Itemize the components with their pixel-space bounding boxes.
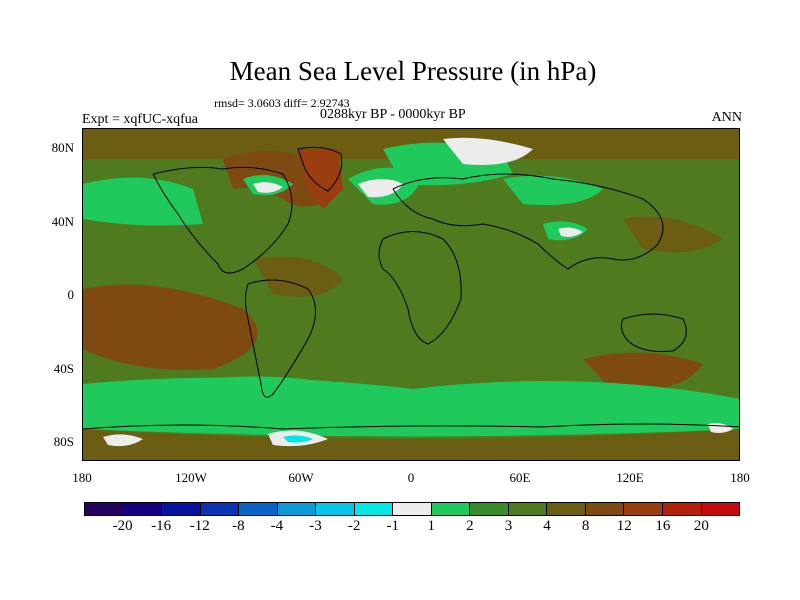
time-period: 0288kyr BP - 0000kyr BP xyxy=(320,107,466,122)
legend-label: 2 xyxy=(466,518,474,534)
legend-label: 1 xyxy=(427,518,436,534)
greenland-high xyxy=(298,149,343,209)
x-label-120e: 120E xyxy=(616,470,644,485)
pressure-map xyxy=(82,128,740,461)
y-label-40n: 40N xyxy=(51,214,74,229)
experiment-label: Expt = xqfUC-xqfua xyxy=(82,112,198,127)
x-label-120w: 120W xyxy=(175,470,207,485)
legend-swatch xyxy=(162,503,201,515)
ross-white xyxy=(103,434,143,447)
y-label-80s: 80S xyxy=(53,434,74,449)
rmsd-diff-stats: rmsd= 3.0603 diff= 2.92743 xyxy=(214,96,350,110)
africa-coast xyxy=(378,231,462,345)
chart-title: Mean Sea Level Pressure (in hPa) xyxy=(229,56,597,86)
indian-ocean-brown xyxy=(583,352,703,392)
x-label-60e: 60E xyxy=(509,470,531,485)
north-atlantic-white xyxy=(358,179,403,198)
legend-swatch xyxy=(470,503,509,515)
greenland-coast xyxy=(297,146,343,192)
legend-label: -2 xyxy=(347,518,361,534)
map-svg xyxy=(83,129,739,460)
y-label-80n: 80N xyxy=(51,140,74,155)
coastlines xyxy=(83,146,739,430)
legend-label: 8 xyxy=(581,518,590,534)
amazon-brown xyxy=(253,256,343,297)
legend-label: -1 xyxy=(386,518,399,534)
asia-white xyxy=(558,227,583,237)
legend-swatch xyxy=(393,503,432,515)
legend-swatch xyxy=(701,503,740,515)
north-pacific-green xyxy=(83,177,203,226)
season-label: ANN xyxy=(711,110,742,125)
y-label-40s: 40S xyxy=(53,361,74,376)
weddell-cyan xyxy=(283,435,313,443)
north-america-coast xyxy=(152,166,293,274)
legend-swatch xyxy=(85,503,124,515)
legend-label: -16 xyxy=(151,518,172,534)
legend-swatch xyxy=(624,503,663,515)
legend-swatch xyxy=(239,503,278,515)
legend-swatch xyxy=(200,503,240,515)
eurasia-coast xyxy=(392,173,664,270)
x-label-60w: 60W xyxy=(288,470,314,485)
hudson-white xyxy=(253,182,283,193)
legend-label: 16 xyxy=(655,518,671,534)
legend-label: -3 xyxy=(309,518,322,534)
legend-swatch xyxy=(316,503,355,515)
arctic-white-patch xyxy=(443,137,533,165)
legend-label: -20 xyxy=(112,518,133,534)
antarctic-brown xyxy=(83,429,739,460)
siberia-green xyxy=(503,175,603,205)
legend-swatch xyxy=(354,503,394,515)
x-label-180e: 180 xyxy=(730,470,750,485)
color-legend xyxy=(84,502,740,516)
legend-label: 12 xyxy=(616,518,632,534)
legend-swatch xyxy=(431,503,471,515)
x-label-0: 0 xyxy=(407,470,415,485)
x-label-180w: 180 xyxy=(72,470,92,485)
antarctica-coast xyxy=(83,423,739,430)
legend-label: -12 xyxy=(189,518,210,534)
y-label-0: 0 xyxy=(67,287,75,302)
south-pacific-brown xyxy=(83,284,258,370)
south-america-coast xyxy=(245,279,316,398)
legend-label: 4 xyxy=(543,518,551,534)
legend-swatch xyxy=(277,503,317,515)
legend-label: 3 xyxy=(504,518,513,534)
legend-label: -8 xyxy=(232,518,245,534)
legend-swatch xyxy=(547,503,586,515)
legend-label: -4 xyxy=(270,518,284,534)
west-pacific-brown xyxy=(623,216,723,253)
legend-label: 20 xyxy=(693,518,709,534)
australia-coast xyxy=(620,313,687,352)
legend-swatch xyxy=(123,503,163,515)
legend-swatch xyxy=(585,503,625,515)
legend-swatch xyxy=(662,503,702,515)
south-atlantic-green xyxy=(203,376,383,413)
legend-swatch xyxy=(508,503,548,515)
